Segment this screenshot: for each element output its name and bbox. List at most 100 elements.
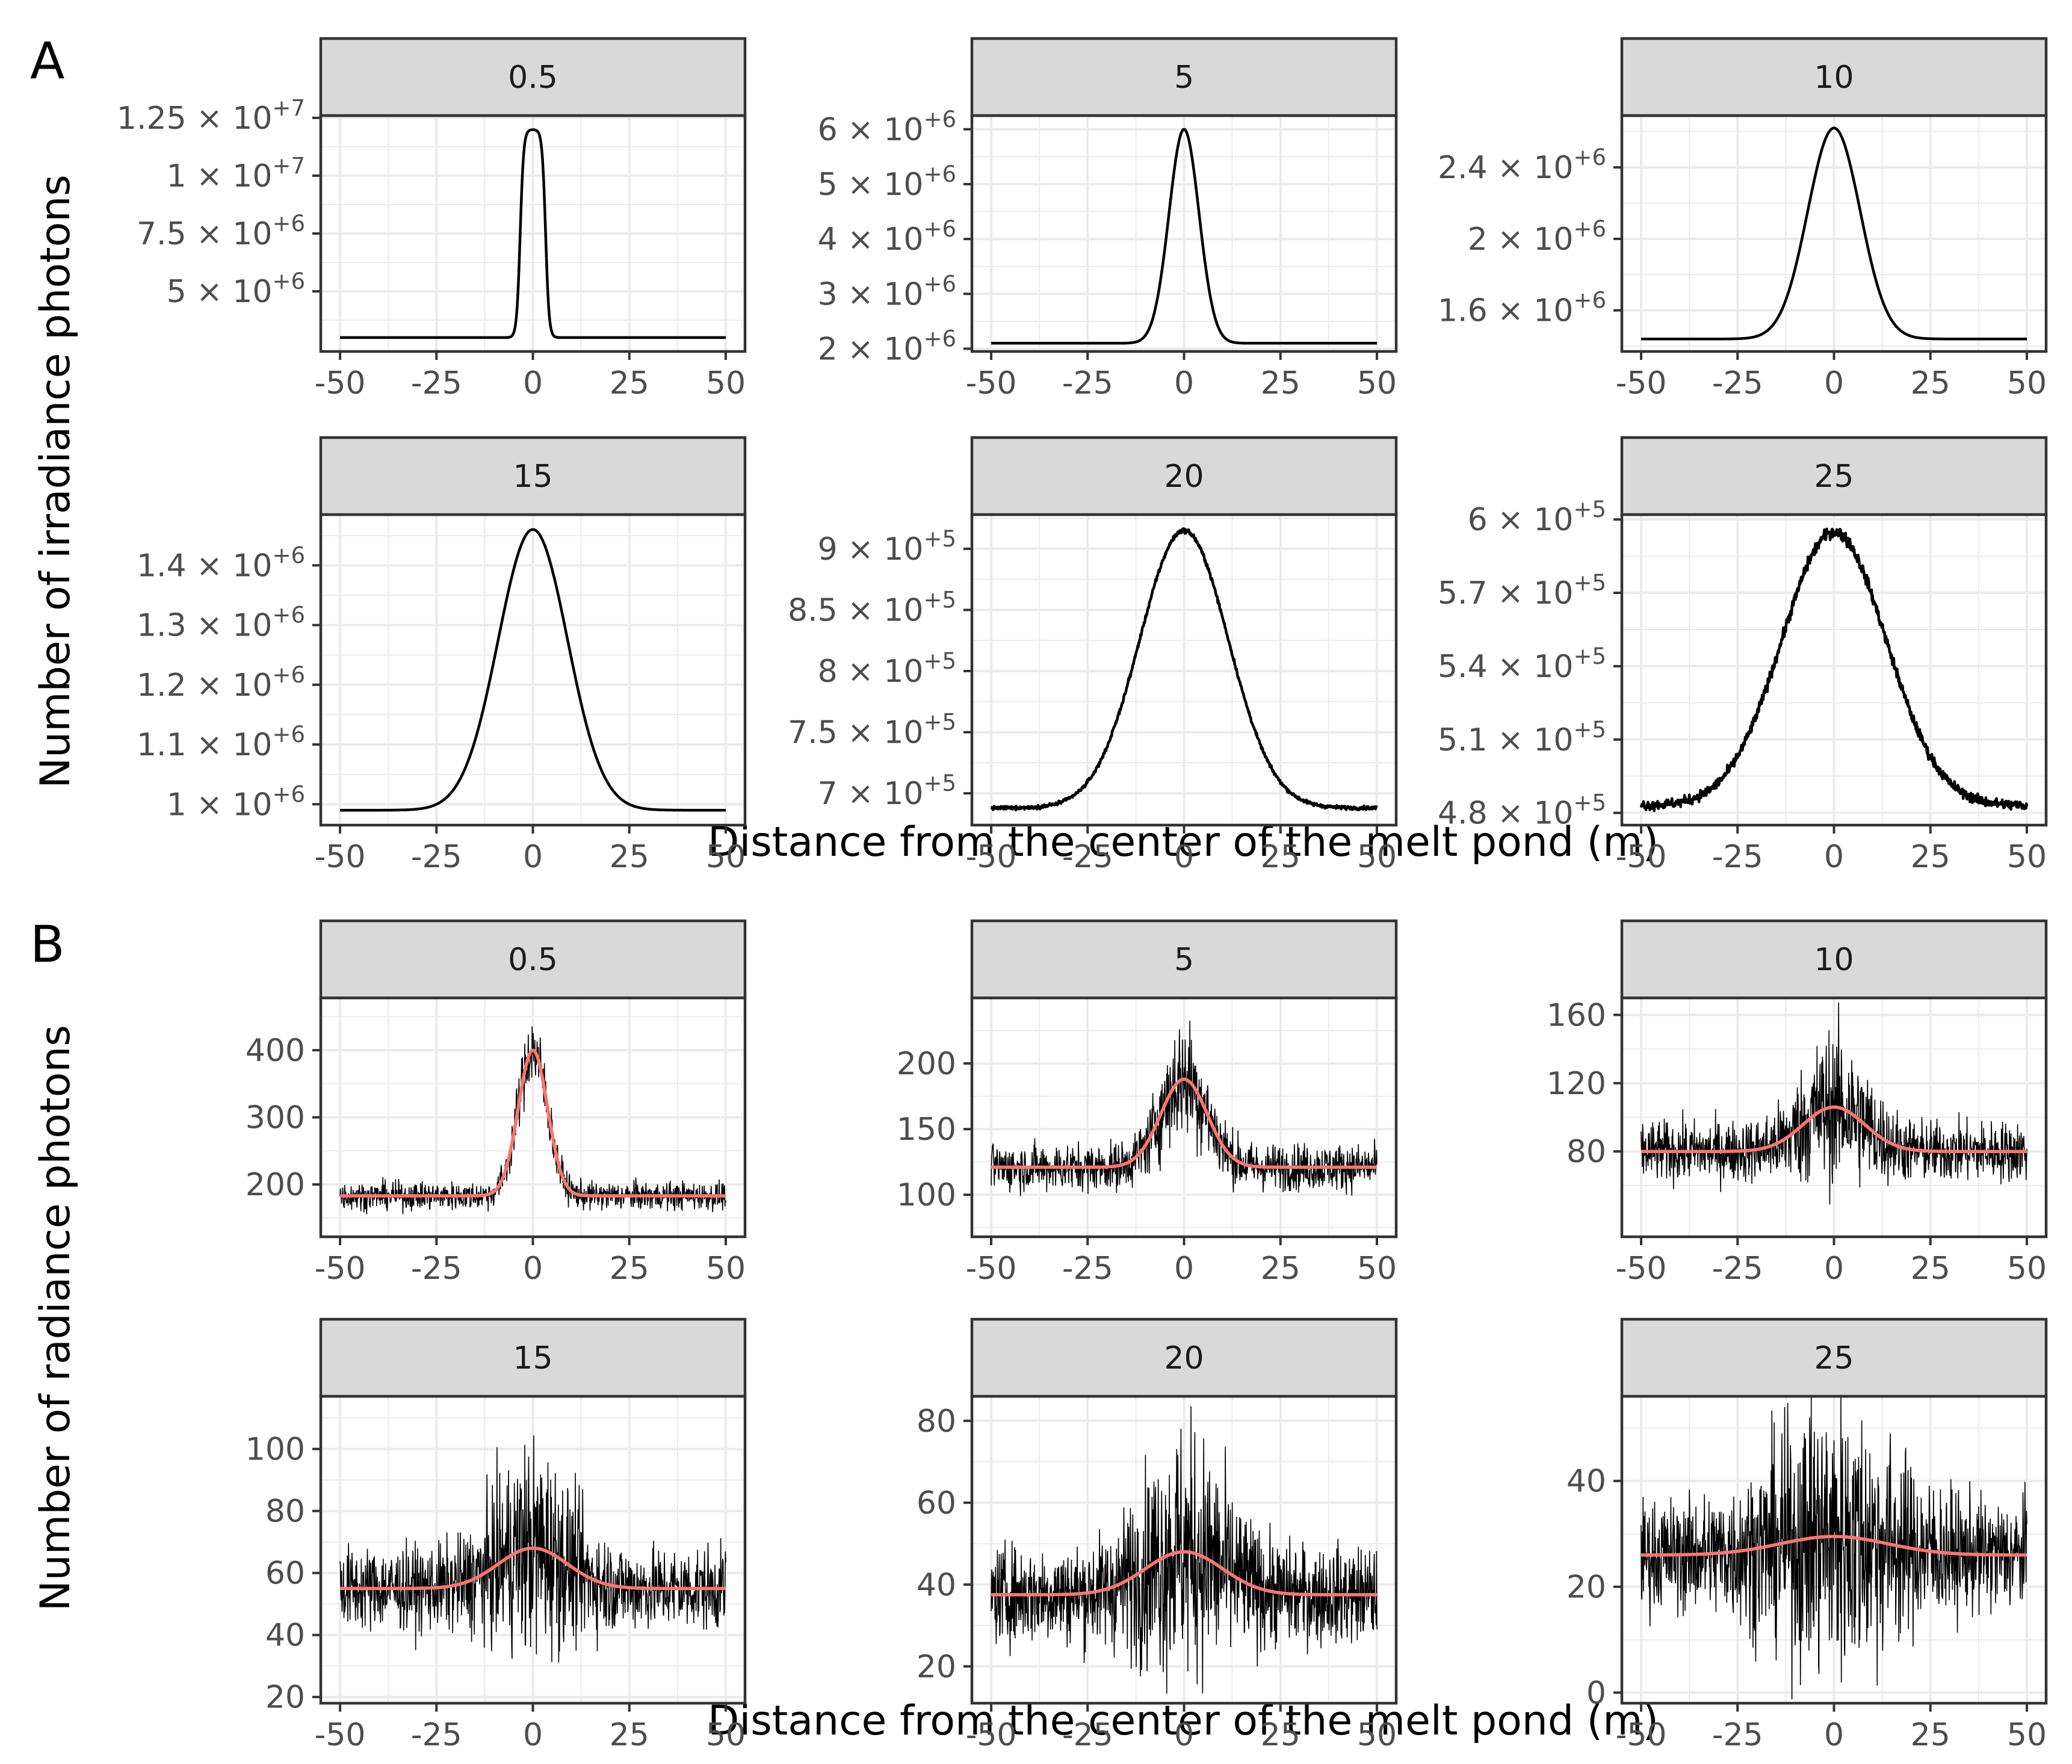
- panel-a-facet-4-y-tick-mantissa: 1.3 × 10: [137, 608, 273, 644]
- panel-a-y-title: Number of irradiance photons: [32, 175, 79, 788]
- panel-a-facet-3-x-tick-label: -50: [1616, 365, 1667, 401]
- panel-a-facet-3-y-tick-exponent: +6: [1573, 216, 1606, 242]
- panel-a-facet-2-strip: [970, 37, 1398, 117]
- panel-a-facet-6-y-tick-mantissa: 5.7 × 10: [1438, 575, 1574, 611]
- panel-b-facet-5-y-tick-label: 60: [917, 1485, 956, 1521]
- panel-b-facet-2-strip-label: 5: [1174, 942, 1194, 978]
- panel-a-facet-5-x-tick-label: 50: [1357, 839, 1397, 875]
- panel-a-facet-5-y-tick-label: 9 × 10+5: [818, 526, 956, 568]
- panel-a-facet-6-y-tick-exponent: +5: [1573, 497, 1606, 522]
- panel-a-facet-6-y-tick-label: 6 × 10+5: [1468, 497, 1606, 538]
- panel-b-facet-4-y-tick-label: 40: [265, 1618, 305, 1654]
- panel-b-facet-3-y-tick-label: 120: [1547, 1066, 1606, 1102]
- panel-b-facet-5-fit-series-line: [991, 1550, 1377, 1597]
- panel-a-facet-1-y-tick-label: 1.25 × 10+7: [117, 95, 305, 137]
- panel-a-facet-2-y-tick-mantissa: 5 × 10: [818, 167, 924, 203]
- panel-a-facet-2-y-tick-mantissa: 3 × 10: [818, 276, 924, 312]
- panel-a-facet-5-y-tick-exponent: +5: [923, 587, 956, 613]
- panel-b-facet-6-x-tick-label: 25: [1911, 1717, 1950, 1753]
- panel-b-facet-2-x-tick-label: -25: [1062, 1251, 1113, 1287]
- panel-a-facet-1-y-tick-exponent: +7: [272, 153, 305, 179]
- panel-a-facet-4-y-tick-label: 1.4 × 10+6: [137, 542, 305, 584]
- panel-a-facet-2-y-tick-exponent: +6: [923, 161, 956, 187]
- panel-a-facet-5-strip: [970, 436, 1398, 516]
- panel-b-facet-5-x-tick-label: 25: [1261, 1717, 1300, 1753]
- panel-a-facet-1-y-tick-label: 1 × 10+7: [167, 153, 305, 194]
- panel-b-facet-1-strip: [319, 919, 747, 1000]
- panel-a-facet-4: 15-50 -25 0 25 501 × 10+61.1 × 10+61.2 × 10+…: [137, 436, 747, 875]
- panel-b-facet-4-fit-series-line: [340, 1546, 726, 1591]
- panel-a-facet-6-y-tick-exponent: +5: [1573, 717, 1606, 743]
- panel-a-facet-2-y-tick-exponent: +6: [923, 107, 956, 132]
- panel-b-facet-4-raw-series-line: [339, 1435, 726, 1663]
- panel-a-facet-5-strip-label: 20: [1164, 459, 1204, 495]
- panel-a-facet-5-y-tick-exponent: +5: [923, 710, 956, 735]
- panel-b-facet-6: 25 -50 -25 0 25 50 0 20 40: [1566, 1317, 2048, 1753]
- panel-a-facet-2-y-tick-label: 3 × 10+6: [818, 271, 956, 312]
- panel-a-facet-5-x-tick-label: 25: [1261, 839, 1300, 875]
- panel-a-facet-6-y-tick-mantissa: 4.8 × 10: [1438, 796, 1574, 832]
- panel-b-facet-5-x-tick-label: 50: [1357, 1717, 1397, 1753]
- panel-a-facet-5-y-tick-label: 8 × 10+5: [818, 648, 956, 690]
- panel-a-facet-4-y-tick-exponent: +6: [272, 602, 305, 628]
- panel-a-facet-6-y-tick-exponent: +5: [1573, 790, 1606, 816]
- panel-a-facet-1-strip: [319, 37, 747, 117]
- panel-b-facet-3-x-tick-label: 0: [1824, 1251, 1844, 1287]
- panel-b-facet-1-raw-series-line: [339, 1026, 726, 1215]
- panel-a-facet-6-y-tick-label: 4.8 × 10+5: [1438, 790, 1606, 832]
- panel-a-facet-4-y-tick-label: 1 × 10+6: [167, 781, 305, 823]
- panel-b-facet-4-x-tick-label: 50: [706, 1717, 746, 1753]
- panel-a-facet-1-y-tick-exponent: +6: [272, 211, 305, 237]
- panel-a-facet-3-y-tick-exponent: +6: [1573, 288, 1606, 314]
- panel-a-facet-4-y-tick-label: 1.2 × 10+6: [137, 662, 305, 704]
- panel-b-facet-4-x-tick-label: -25: [411, 1717, 462, 1753]
- panel-b-facet-6-raw-series-line: [1641, 1396, 2027, 1700]
- panel-b-facet-3-strip-label: 10: [1814, 942, 1854, 978]
- panel-a-facet-3: 10-50 -25 0 25 501.6 × 10+62 × 10+62.4 × 10+…: [1438, 37, 2048, 401]
- panel-a-facet-6-y-tick-mantissa: 5.1 × 10: [1438, 722, 1574, 758]
- panel-a-facet-1-y-tick-exponent: +7: [272, 95, 305, 121]
- panel-a-facet-4-y-tick-exponent: +6: [272, 781, 305, 807]
- panel-a-tag: A: [30, 31, 64, 90]
- panel-b-facet-5-y-tick-label: 40: [917, 1567, 956, 1603]
- panel-b-facet-1-fit-series-line: [340, 1048, 726, 1198]
- panel-a-facet-4-y-tick-exponent: +6: [272, 662, 305, 688]
- panel-b-facet-5: 20 -50 -25 0 25 50 20 40 60 80: [917, 1317, 1398, 1753]
- panel-a-facet-5-y-tick-mantissa: 8 × 10: [818, 654, 924, 690]
- panel-a-facet-1-y-tick-label: 5 × 10+6: [167, 268, 305, 310]
- panel-a-facet-5-x-tick-label: -50: [966, 839, 1017, 875]
- panel-a-facet-3-y-tick-mantissa: 1.6 × 10: [1438, 293, 1574, 329]
- panel-b-facet-1-x-tick-label: -50: [315, 1251, 366, 1287]
- panel-a-facet-5-y-tick-mantissa: 7 × 10: [818, 776, 924, 812]
- panel-a-facet-6-strip: [1620, 436, 2048, 516]
- panel-b-facet-5-x-tick-label: -25: [1062, 1717, 1113, 1753]
- panel-a-facet-6: 25-50 -25 0 25 504.8 × 10+55.1 × 10+55.4 × 1…: [1438, 436, 2048, 875]
- panel-a-facet-3-x-tick-label: 0: [1824, 365, 1844, 401]
- panel-a-facet-5-y-tick-mantissa: 9 × 10: [818, 531, 924, 568]
- panel-a-facet-5-y-tick-mantissa: 8.5 × 10: [788, 592, 924, 628]
- panel-a-facet-2-x-tick-label: -25: [1062, 365, 1113, 401]
- panel-a-facet-6-x-tick-label: 25: [1911, 839, 1950, 875]
- panel-a-facet-1-y-tick-mantissa: 7.5 × 10: [137, 216, 273, 252]
- panel-a-facet-1-y-tick-label: 7.5 × 10+6: [137, 211, 305, 252]
- panel-a-facet-4-y-tick-exponent: +6: [272, 542, 305, 568]
- panel-a-facet-1-y-tick-mantissa: 5 × 10: [167, 274, 273, 310]
- panel-b-facet-5-y-tick-label: 80: [917, 1403, 956, 1440]
- panel-b-facet-2-x-tick-label: 0: [1174, 1251, 1194, 1287]
- panel-a-facet-2-y-tick-label: 5 × 10+6: [818, 161, 956, 203]
- panel-a-facet-5-y-tick-exponent: +5: [923, 770, 956, 796]
- panel-a-facet-2-y-tick-label: 2 × 10+6: [818, 326, 956, 367]
- panel-a-facet-4-y-tick-exponent: +6: [272, 722, 305, 747]
- facets-layer: 0.5-50 -25 0 25 505 × 10+67.5 × 10+61 × 10+7…: [117, 37, 2048, 1753]
- panel-a-facet-3-x-tick-label: 50: [2007, 365, 2047, 401]
- panel-a-facet-3-y-tick-mantissa: 2.4 × 10: [1438, 150, 1574, 186]
- panel-a-facet-5-y-tick-label: 8.5 × 10+5: [788, 587, 956, 628]
- panel-a-facet-3-y-tick-mantissa: 2 × 10: [1468, 221, 1574, 258]
- panel-a-facet-1-x-tick-label: -50: [315, 365, 366, 401]
- panel-b-facet-2-strip: [970, 919, 1398, 1000]
- panel-a-facet-3-y-tick-label: 1.6 × 10+6: [1438, 288, 1606, 329]
- panel-a-facet-4-y-tick-label: 1.3 × 10+6: [137, 602, 305, 644]
- panel-b-facet-1: 0.5 -50 -25 0 25 50 200 300 400: [246, 919, 747, 1287]
- panel-a-facet-5-x-tick-label: 0: [1174, 839, 1194, 875]
- panel-a-facet-3-y-tick-label: 2 × 10+6: [1468, 216, 1606, 258]
